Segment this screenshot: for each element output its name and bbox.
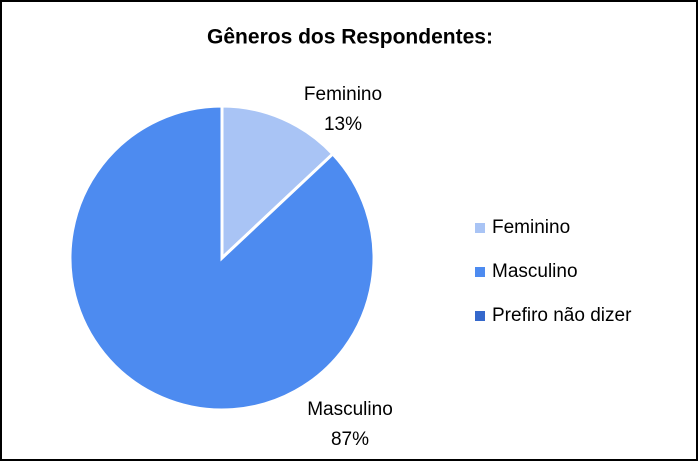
pie-slice	[220, 104, 335, 262]
legend-label: Masculino	[492, 261, 578, 282]
pie-slice	[68, 104, 376, 412]
legend-swatch	[475, 267, 485, 277]
slice-category-label: Masculino	[307, 399, 393, 420]
slice-value-label: 13%	[324, 114, 362, 135]
legend-swatch	[475, 223, 485, 233]
legend-label: Feminino	[492, 217, 570, 238]
slice-category-label: Feminino	[304, 84, 382, 105]
legend-swatch	[475, 311, 485, 321]
slice-value-label: 87%	[331, 429, 369, 450]
chart-title: Gêneros dos Respondentes:	[207, 26, 493, 49]
legend-label: Prefiro não dizer	[492, 305, 632, 326]
